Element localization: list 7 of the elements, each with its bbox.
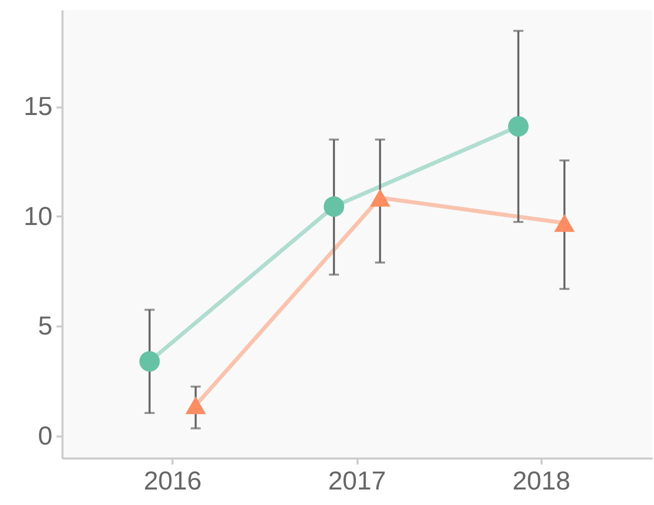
y-tick-label: 0 (38, 420, 52, 451)
x-tick-label: 2016 (144, 466, 202, 496)
x-tick-label: 2017 (328, 466, 386, 496)
x-tick-label: 2018 (512, 466, 570, 496)
y-tick-label: 15 (24, 91, 52, 122)
y-tick-label: 10 (24, 200, 52, 231)
y-tick-label: 5 (38, 310, 52, 341)
